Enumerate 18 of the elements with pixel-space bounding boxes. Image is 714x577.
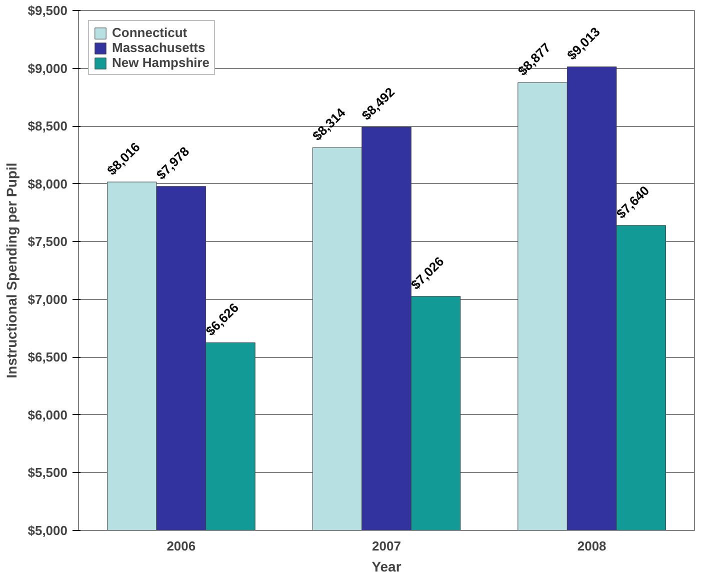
x-tick-label: 2007 (372, 538, 401, 554)
y-tick-label: $9,000 (28, 60, 68, 76)
y-tick-label: $6,000 (28, 407, 68, 422)
legend-label: Massachusetts (112, 40, 206, 55)
legend-label: New Hampshire (112, 55, 210, 70)
y-tick-label: $7,500 (28, 234, 68, 250)
y-tick-label: $8,500 (28, 118, 68, 134)
y-tick-label: $8,000 (28, 176, 68, 192)
y-tick-label: $5,500 (28, 465, 68, 480)
y-tick-label: $7,000 (28, 292, 68, 307)
legend-label: Connecticut (112, 25, 188, 40)
y-tick-label: $6,500 (28, 350, 68, 365)
y-tick-label: $9,500 (28, 3, 68, 18)
y-tick-label: $5,000 (28, 523, 68, 538)
x-tick-label: 2008 (577, 538, 606, 554)
x-axis-title: Year (372, 558, 402, 574)
x-tick-label: 2006 (166, 538, 196, 554)
y-axis-title: Instructional Spending per Pupil (4, 162, 20, 378)
